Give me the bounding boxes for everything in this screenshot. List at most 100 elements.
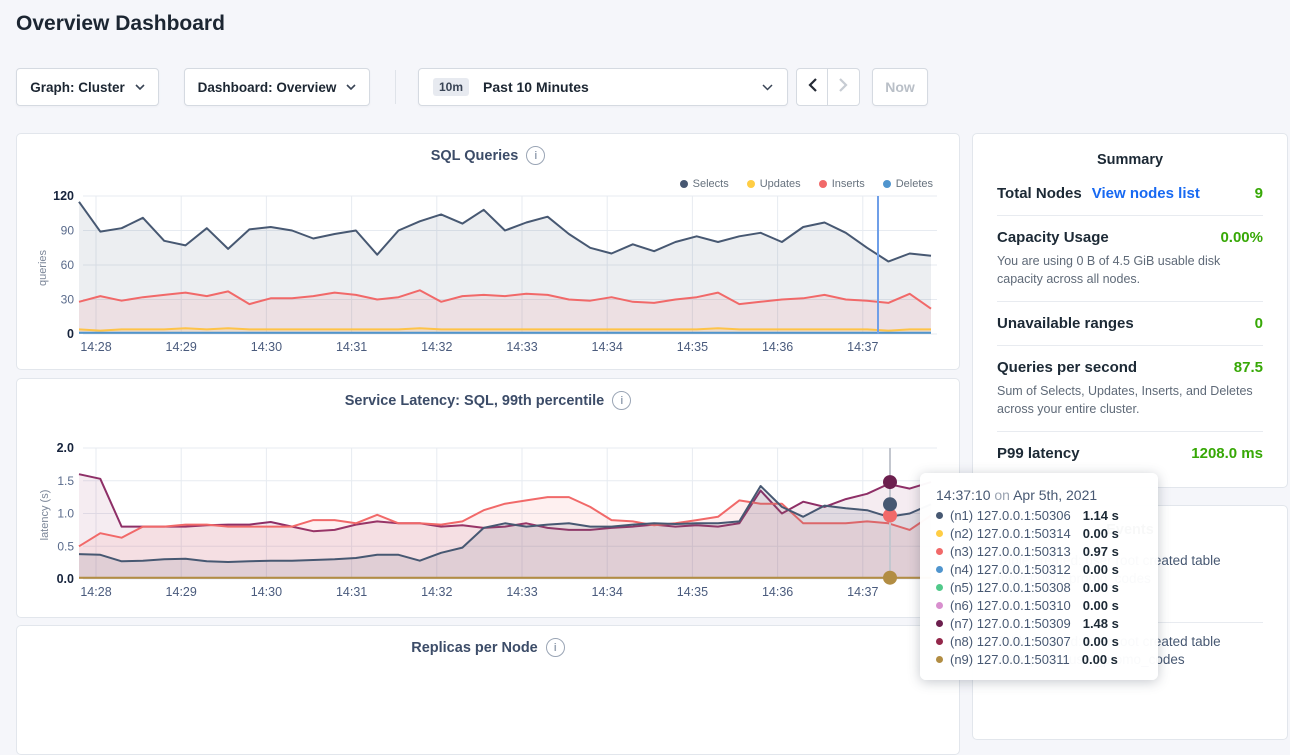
- node-dot-icon: [936, 565, 943, 573]
- time-range-badge: 10m: [433, 78, 470, 96]
- summary-row-total-nodes: Total Nodes View nodes list 9: [997, 172, 1263, 216]
- summary-value: 0: [1254, 315, 1263, 332]
- tooltip-node-row: (n5) 127.0.0.1:50308 0.00 s: [936, 578, 1142, 596]
- chevron-right-icon: [839, 77, 848, 97]
- node-dot-icon: [936, 529, 943, 537]
- svg-text:2.0: 2.0: [57, 441, 74, 455]
- node-dot-icon: [936, 547, 943, 555]
- svg-text:0.5: 0.5: [57, 539, 74, 553]
- svg-text:1.0: 1.0: [57, 507, 74, 521]
- svg-text:1.5: 1.5: [57, 474, 74, 488]
- svg-text:60: 60: [61, 258, 75, 272]
- svg-text:14:37: 14:37: [847, 585, 878, 599]
- node-dot-icon: [936, 583, 943, 591]
- service-latency-panel: Service Latency: SQL, 99th percentile i …: [16, 378, 960, 618]
- summary-value: 0.00%: [1220, 229, 1263, 246]
- dashboard-dropdown-label: Dashboard: Overview: [197, 79, 337, 95]
- svg-text:14:33: 14:33: [506, 340, 537, 354]
- tooltip-node-row: (n3) 127.0.0.1:50313 0.97 s: [936, 542, 1142, 560]
- legend-dot-icon: [818, 180, 827, 188]
- tooltip-node-row: (n7) 127.0.0.1:50309 1.48 s: [936, 614, 1142, 632]
- legend-item: Inserts: [818, 178, 865, 190]
- node-dot-icon: [936, 511, 943, 519]
- legend-item: Updates: [746, 178, 801, 190]
- svg-text:14:34: 14:34: [592, 340, 623, 354]
- service-latency-chart[interactable]: 0.0 0.5 1.0 1.5 2.0 14:28 14:29 14:30 14:31 14:32…: [17, 379, 961, 619]
- summary-row-capacity: Capacity Usage 0.00% You are using 0 B o…: [997, 216, 1263, 302]
- summary-desc: Sum of Selects, Updates, Inserts, and De…: [997, 384, 1253, 416]
- info-icon[interactable]: i: [612, 391, 632, 410]
- svg-text:14:35: 14:35: [677, 585, 708, 599]
- now-button[interactable]: Now: [872, 68, 928, 106]
- svg-text:14:34: 14:34: [592, 585, 623, 599]
- chevron-down-icon: [346, 84, 356, 90]
- svg-text:14:36: 14:36: [762, 340, 793, 354]
- svg-text:0.0: 0.0: [57, 572, 74, 586]
- legend-dot-icon: [679, 180, 688, 188]
- summary-value: 87.5: [1233, 359, 1263, 376]
- legend-item: Selects: [679, 178, 729, 190]
- svg-text:14:30: 14:30: [251, 585, 282, 599]
- svg-text:14:28: 14:28: [80, 340, 111, 354]
- svg-text:14:28: 14:28: [80, 585, 111, 599]
- hover-tooltip: 14:37:10 on Apr 5th, 2021 (n1) 127.0.0.1…: [920, 473, 1158, 680]
- page-title: Overview Dashboard: [16, 12, 225, 35]
- time-range-selector[interactable]: 10m Past 10 Minutes: [418, 68, 788, 106]
- legend-dot-icon: [746, 180, 755, 188]
- svg-text:14:29: 14:29: [166, 585, 197, 599]
- info-icon[interactable]: i: [545, 638, 565, 657]
- chart-title: SQL Queries: [430, 147, 519, 164]
- tooltip-node-row: (n2) 127.0.0.1:50314 0.00 s: [936, 524, 1142, 542]
- tooltip-timestamp: 14:37:10 on Apr 5th, 2021: [936, 487, 1098, 503]
- chart-title: Service Latency: SQL, 99th percentile: [344, 392, 605, 409]
- chevron-left-icon: [807, 77, 817, 97]
- replicas-per-node-panel: Replicas per Node i: [16, 625, 960, 755]
- divider: [395, 70, 396, 104]
- sql-queries-chart[interactable]: 0 30 60 90 120 14:28 14:29 14:30 14:31 14:32 14:33…: [17, 134, 961, 371]
- svg-text:14:35: 14:35: [677, 340, 708, 354]
- svg-text:14:33: 14:33: [506, 585, 537, 599]
- chart-title: Replicas per Node: [411, 639, 538, 656]
- legend-item: Deletes: [882, 178, 933, 190]
- svg-text:14:32: 14:32: [421, 585, 452, 599]
- svg-text:14:31: 14:31: [336, 585, 367, 599]
- summary-label: Queries per second: [997, 359, 1138, 376]
- sql-queries-panel: SQL Queries i Selects Updates Inserts Delet…: [16, 133, 960, 370]
- dashboard-dropdown[interactable]: Dashboard: Overview: [184, 68, 370, 106]
- summary-label: Unavailable ranges: [997, 315, 1134, 332]
- summary-value: 1208.0 ms: [1191, 445, 1263, 462]
- tooltip-node-row: (n6) 127.0.0.1:50310 0.00 s: [936, 596, 1142, 614]
- svg-text:120: 120: [53, 189, 74, 203]
- chevron-down-icon: [135, 84, 145, 90]
- tooltip-node-row: (n9) 127.0.0.1:50311 0.00 s: [936, 650, 1142, 668]
- tooltip-node-row: (n4) 127.0.0.1:50312 0.00 s: [936, 560, 1142, 578]
- node-dot-icon: [936, 601, 943, 609]
- graph-dropdown[interactable]: Graph: Cluster: [16, 68, 159, 106]
- prev-range-button[interactable]: [796, 68, 828, 106]
- now-button-label: Now: [885, 79, 915, 95]
- tooltip-node-row: (n1) 127.0.0.1:50306 1.14 s: [936, 506, 1142, 524]
- svg-text:14:37: 14:37: [847, 340, 878, 354]
- summary-panel: Summary Total Nodes View nodes list 9 Ca…: [972, 133, 1288, 488]
- tooltip-node-row: (n8) 127.0.0.1:50307 0.00 s: [936, 632, 1142, 650]
- node-dot-icon: [936, 619, 943, 627]
- graph-dropdown-label: Graph: Cluster: [30, 79, 125, 95]
- time-range-arrows: [796, 68, 860, 106]
- summary-row-qps: Queries per second 87.5 Sum of Selects, …: [997, 346, 1263, 432]
- chevron-down-icon: [762, 83, 773, 91]
- view-nodes-list-link[interactable]: View nodes list: [1091, 185, 1200, 202]
- summary-desc: You are using 0 B of 4.5 GiB usable disk…: [997, 254, 1221, 286]
- next-range-button[interactable]: [828, 68, 860, 106]
- svg-text:14:36: 14:36: [762, 585, 793, 599]
- info-icon[interactable]: i: [526, 146, 546, 165]
- summary-label: P99 latency: [997, 445, 1080, 462]
- summary-row-unavailable: Unavailable ranges 0: [997, 302, 1263, 346]
- node-dot-icon: [936, 637, 943, 645]
- node-dot-icon: [936, 655, 943, 663]
- svg-text:30: 30: [61, 293, 75, 307]
- summary-label: Total Nodes: [997, 185, 1082, 202]
- svg-text:14:30: 14:30: [251, 340, 282, 354]
- svg-text:0: 0: [67, 327, 74, 341]
- summary-row-p99: P99 latency 1208.0 ms: [997, 432, 1263, 475]
- svg-text:90: 90: [61, 224, 75, 238]
